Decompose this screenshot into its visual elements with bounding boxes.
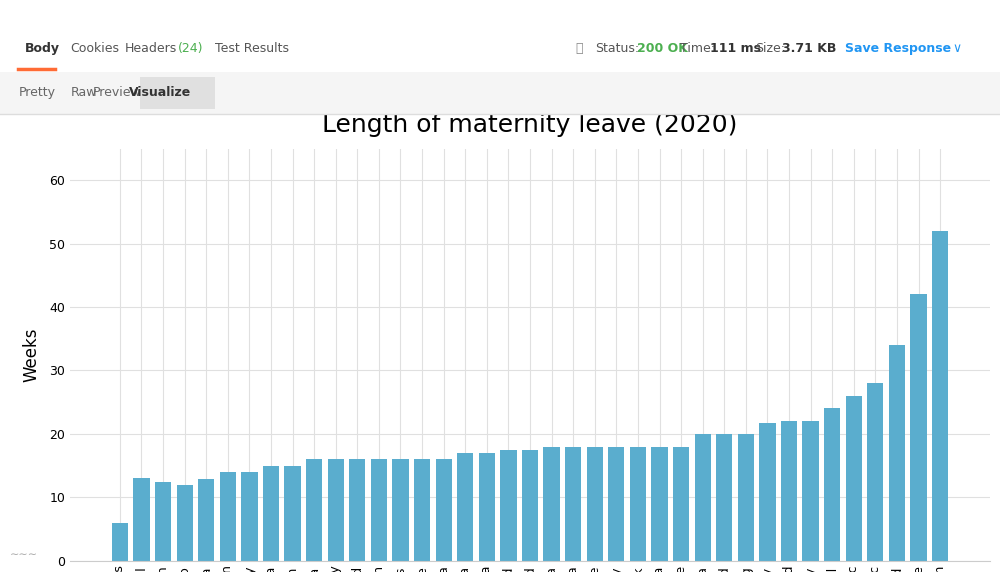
Bar bbox=[932, 231, 948, 561]
Text: Size:: Size: bbox=[755, 42, 785, 55]
Text: ∼∼∼: ∼∼∼ bbox=[10, 550, 38, 560]
Bar bbox=[112, 523, 128, 561]
Bar bbox=[738, 434, 754, 561]
Text: (24): (24) bbox=[178, 42, 204, 55]
Text: Body: Body bbox=[25, 42, 60, 55]
Bar bbox=[630, 447, 646, 561]
Text: 3.71 KB: 3.71 KB bbox=[782, 42, 836, 55]
Text: Time:: Time: bbox=[680, 42, 715, 55]
Bar bbox=[802, 421, 819, 561]
Bar bbox=[759, 423, 776, 561]
Bar bbox=[846, 396, 862, 561]
Bar bbox=[587, 447, 603, 561]
Text: ⛶: ⛶ bbox=[575, 42, 582, 55]
Bar bbox=[824, 408, 840, 561]
Bar bbox=[220, 472, 236, 561]
Bar bbox=[910, 295, 927, 561]
Bar bbox=[673, 447, 689, 561]
Bar bbox=[889, 345, 905, 561]
Bar bbox=[133, 478, 150, 561]
Bar bbox=[565, 447, 581, 561]
Bar bbox=[241, 472, 258, 561]
Bar bbox=[284, 466, 301, 561]
Text: 200 OK: 200 OK bbox=[637, 42, 688, 55]
Text: 111 ms: 111 ms bbox=[710, 42, 761, 55]
Bar bbox=[306, 459, 322, 561]
Bar bbox=[695, 434, 711, 561]
Bar bbox=[392, 459, 409, 561]
Text: Preview: Preview bbox=[93, 86, 141, 100]
Text: Save Response: Save Response bbox=[845, 42, 951, 55]
Bar bbox=[457, 453, 473, 561]
Text: Visualize: Visualize bbox=[129, 86, 191, 100]
Bar bbox=[349, 459, 365, 561]
Text: Test Results: Test Results bbox=[215, 42, 289, 55]
Bar bbox=[436, 459, 452, 561]
Bar bbox=[867, 383, 883, 561]
Bar bbox=[543, 447, 560, 561]
Bar bbox=[328, 459, 344, 561]
Text: Cookies: Cookies bbox=[70, 42, 119, 55]
Bar bbox=[781, 421, 797, 561]
Bar bbox=[177, 484, 193, 561]
Bar bbox=[263, 466, 279, 561]
Title: Length of maternity leave (2020): Length of maternity leave (2020) bbox=[322, 113, 738, 137]
Bar bbox=[651, 447, 668, 561]
Text: ∨: ∨ bbox=[952, 42, 961, 55]
Text: Raw: Raw bbox=[71, 86, 97, 100]
Bar bbox=[198, 479, 214, 561]
Text: Status:: Status: bbox=[595, 42, 639, 55]
Bar bbox=[155, 482, 171, 561]
Bar bbox=[716, 434, 732, 561]
Bar bbox=[522, 450, 538, 561]
Bar bbox=[371, 459, 387, 561]
Bar bbox=[608, 447, 624, 561]
Y-axis label: Weeks: Weeks bbox=[23, 327, 41, 382]
Bar bbox=[479, 453, 495, 561]
Bar bbox=[500, 450, 517, 561]
Bar bbox=[414, 459, 430, 561]
Text: Headers: Headers bbox=[125, 42, 177, 55]
Text: Pretty: Pretty bbox=[19, 86, 56, 100]
